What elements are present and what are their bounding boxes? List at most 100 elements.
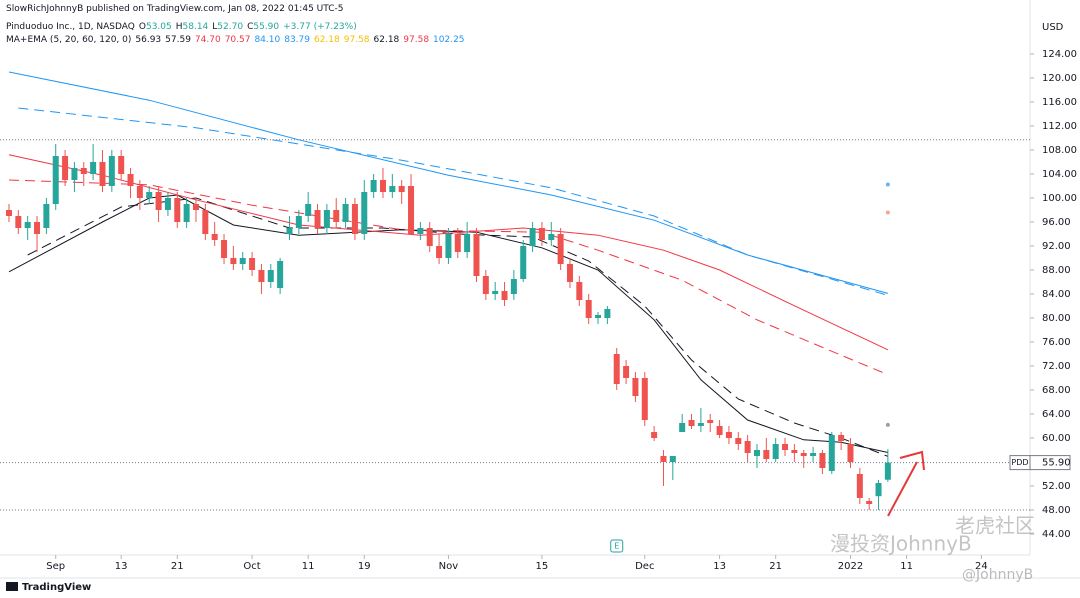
x-tick-label: 11	[302, 561, 315, 572]
indicator-value: 102.25	[433, 35, 465, 45]
indicator-value: 57.59	[165, 35, 191, 45]
earnings-label: E	[614, 542, 619, 551]
x-tick-label: 13	[115, 561, 128, 572]
x-tick-label: Oct	[243, 561, 260, 572]
y-tick-label: 100.00	[1042, 193, 1077, 204]
candle-body	[576, 282, 583, 300]
x-tick-label: 15	[536, 561, 549, 572]
indicator-value: 62.18	[313, 35, 340, 45]
candle-body	[34, 222, 41, 234]
candle-body	[323, 210, 330, 228]
ma-line	[8, 179, 889, 376]
x-tick-label: 21	[769, 561, 782, 572]
currency: USD	[1042, 22, 1064, 33]
symbol-title: Pinduoduo Inc., 1D, NASDAQ	[6, 22, 135, 32]
symbol-legend: Pinduoduo Inc., 1D, NASDAQ O53.05 H58.14 L5…	[6, 22, 361, 32]
candle-body	[660, 456, 667, 462]
candle-body	[174, 198, 181, 222]
annotation-arrow	[887, 461, 918, 517]
ma-line	[8, 154, 889, 351]
x-tick-label: Sep	[46, 561, 65, 572]
candle-body	[669, 456, 676, 462]
candle-body	[454, 234, 461, 252]
candle-body	[501, 291, 508, 300]
indicator-value: 84.10	[254, 35, 281, 45]
candle-body	[239, 258, 246, 264]
candle-body	[604, 309, 611, 318]
y-tick-label: 84.00	[1042, 289, 1071, 300]
candle-body	[763, 450, 770, 459]
price-box	[1029, 455, 1071, 471]
candle-body	[417, 228, 424, 234]
ohlc-value: 58.14	[182, 22, 209, 32]
candle-body	[15, 216, 22, 228]
candle-body	[800, 453, 807, 456]
candle-body	[333, 210, 340, 222]
ohlc-key: C	[247, 22, 254, 32]
candle-body	[482, 276, 489, 294]
candle-body	[351, 204, 358, 234]
candle-body	[679, 423, 686, 432]
x-tick-label: 2022	[838, 561, 863, 572]
ohlc-value: 52.70	[217, 22, 244, 32]
ohlc-key: H	[175, 22, 183, 32]
candle-body	[735, 438, 742, 444]
indicator-legend: MA+EMA (5, 20, 60, 120, 0) 56.93 57.59 74.7…	[6, 35, 469, 45]
y-tick-label: 104.00	[1042, 169, 1077, 180]
candle-body	[267, 270, 274, 282]
x-tick-label: Dec	[635, 561, 654, 572]
candle-body	[464, 234, 471, 252]
ohlc-value: 55.90	[253, 22, 280, 32]
candle-body	[164, 198, 171, 210]
candle-body	[426, 228, 433, 246]
candle-body	[221, 240, 228, 258]
price-label: 55.90	[1042, 458, 1071, 469]
y-tick-label: 52.00	[1042, 481, 1071, 492]
x-tick-label: 24	[975, 561, 988, 572]
y-tick-label: 96.00	[1042, 217, 1071, 228]
candle-body	[136, 186, 143, 198]
header-text: SlowRichJohnnyB published on TradingView…	[6, 4, 344, 14]
publisher-header: SlowRichJohnnyB published on TradingView…	[6, 4, 347, 14]
candle-body	[566, 264, 573, 282]
annotation-arrowhead	[899, 450, 925, 471]
candle-body	[716, 426, 723, 435]
x-tick-label: 11	[900, 561, 913, 572]
candle-body	[71, 168, 78, 180]
indicator-title: MA+EMA (5, 20, 60, 120, 0)	[6, 35, 132, 45]
candle-body	[810, 453, 817, 456]
candle-body	[529, 228, 536, 246]
candle-body	[613, 354, 620, 384]
candle-body	[707, 420, 714, 423]
candle-body	[884, 462, 891, 480]
candle-body	[258, 270, 265, 282]
candle-body	[108, 156, 115, 186]
candle-body	[379, 180, 386, 192]
y-tick-label: 48.00	[1042, 505, 1071, 516]
symbol-label: PDD	[1011, 458, 1028, 467]
candle-body	[791, 450, 798, 453]
x-tick-label: 21	[171, 561, 184, 572]
indicator-value: 97.58	[343, 35, 370, 45]
candle-body	[520, 246, 527, 279]
candle-body	[632, 378, 639, 396]
candle-body	[286, 228, 293, 234]
y-tick-label: 72.00	[1042, 361, 1071, 372]
candle-body	[585, 300, 592, 318]
indicator-value: 56.93	[135, 35, 162, 45]
indicator-dot	[885, 182, 890, 187]
candle-body	[473, 234, 480, 276]
candle-body	[838, 435, 845, 441]
candle-body	[62, 156, 69, 180]
indicator-dot	[885, 210, 890, 215]
candle-body	[146, 192, 153, 198]
x-tick-label: 13	[713, 561, 726, 572]
candle-body	[230, 258, 237, 264]
indicator-value: 62.18	[373, 35, 400, 45]
ma-line	[8, 71, 889, 294]
candle-body	[847, 444, 854, 462]
candle-body	[127, 174, 134, 186]
candle-body	[744, 441, 751, 453]
candle-body	[697, 423, 704, 426]
